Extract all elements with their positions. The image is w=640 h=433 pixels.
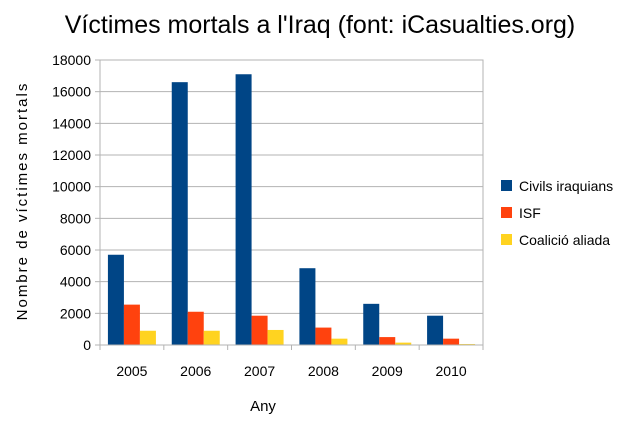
x-tick-label: 2009 — [372, 363, 403, 379]
legend-swatch — [501, 234, 512, 245]
bar — [187, 311, 204, 345]
plot-frame — [99, 59, 484, 346]
y-tick-label: 2000 — [60, 305, 91, 321]
legend-swatch — [501, 207, 512, 218]
y-tick-label: 14000 — [52, 115, 91, 131]
y-tick-label: 18000 — [52, 52, 91, 68]
bar — [427, 315, 444, 345]
tick-labels: 0 2000 4000 6000 8000 10000 12000 14000 16000 180… — [52, 52, 467, 379]
bar — [363, 303, 380, 345]
y-tick-label: 0 — [83, 337, 91, 353]
y-tick-label: 16000 — [52, 84, 91, 100]
bar — [251, 315, 268, 345]
legend-label: ISF — [519, 205, 541, 221]
bar — [235, 74, 252, 345]
legend: Civils iraquians ISF Coalició aliada — [501, 178, 613, 248]
x-tick-label: 2007 — [244, 363, 275, 379]
bar — [331, 338, 348, 345]
bar — [299, 268, 316, 345]
y-tick-label: 4000 — [60, 274, 91, 290]
y-tick-label: 12000 — [52, 147, 91, 163]
bar — [107, 254, 124, 345]
x-axis-label: Any — [250, 398, 276, 415]
axes — [95, 59, 484, 350]
y-tick-label: 6000 — [60, 242, 91, 258]
x-tick-label: 2005 — [116, 363, 147, 379]
bar — [315, 327, 332, 345]
bar — [139, 330, 156, 345]
bars — [107, 74, 476, 346]
bar — [443, 338, 460, 345]
bar — [267, 329, 284, 345]
bar — [203, 330, 220, 345]
x-tick-label: 2006 — [180, 363, 211, 379]
y-axis-label: Nombre de víctimes mortals — [14, 82, 31, 321]
bar — [379, 337, 396, 345]
bar — [171, 82, 188, 346]
x-tick-label: 2008 — [308, 363, 339, 379]
bar — [395, 342, 412, 345]
legend-label: Civils iraquians — [519, 178, 613, 194]
legend-swatch — [501, 180, 512, 191]
y-tick-label: 10000 — [52, 179, 91, 195]
y-tick-label: 8000 — [60, 210, 91, 226]
legend-label: Coalició aliada — [519, 232, 610, 248]
chart-title: Víctimes mortals a l'Iraq (font: iCasual… — [65, 11, 576, 39]
x-tick-label: 2010 — [436, 363, 467, 379]
bar — [123, 304, 140, 345]
gridlines — [100, 59, 483, 314]
